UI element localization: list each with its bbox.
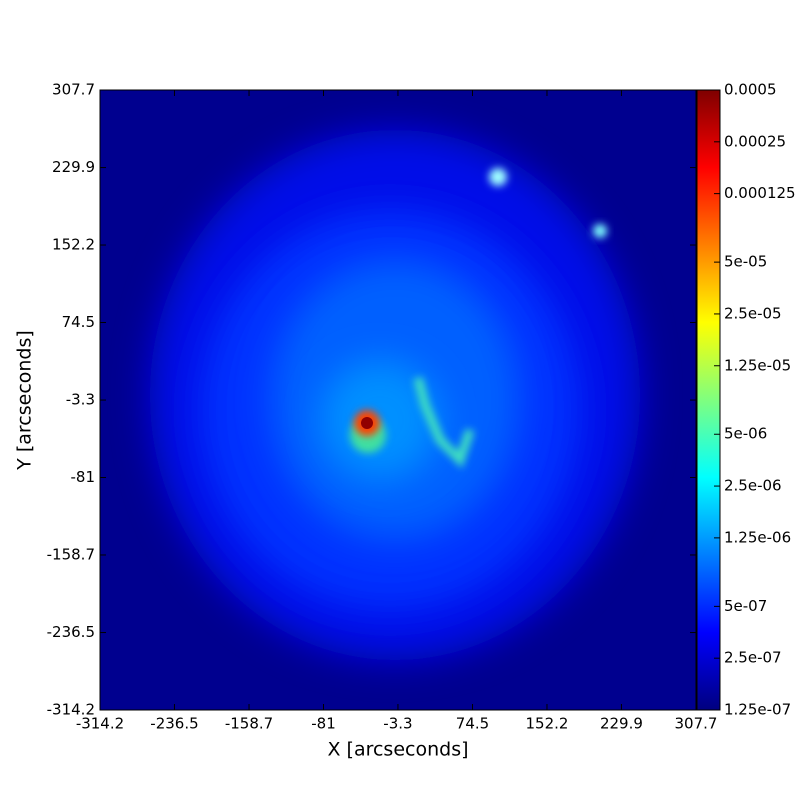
x-tick-label: -314.2 [76,715,124,733]
colorbar-tick-label: 5e-05 [724,253,767,271]
x-tick-label: -81 [311,715,336,733]
x-tick-label: 307.7 [675,715,718,733]
colorbar-tick-label: 5e-07 [724,597,767,615]
y-tick-label: -236.5 [47,623,95,641]
y-tick-label: -81 [71,468,96,486]
x-tick-label: -158.7 [225,715,273,733]
y-tick-label: -3.3 [66,391,95,409]
y-tick-label: 307.7 [52,81,95,99]
colorbar-tick-label: 2.5e-05 [724,304,782,322]
colorbar-tick-label: 1.25e-05 [724,356,791,374]
y-axis-label: Y [arcseconds] [14,330,36,471]
image [100,90,696,710]
x-tick-label: 74.5 [456,715,489,733]
x-tick-label: 229.9 [600,715,643,733]
colorbar [696,89,721,711]
colorbar-tick-label: 0.0005 [724,81,777,99]
colorbar-tick-label: 1.25e-06 [724,528,791,546]
colorbar-tick-label: 5e-06 [724,425,767,443]
y-tick-label: 152.2 [52,236,95,254]
colorbar-tick-label: 0.000125 [724,184,796,202]
y-tick-label: -158.7 [47,545,95,563]
x-tick-label: -236.5 [150,715,198,733]
y-tick-label: 74.5 [62,313,95,331]
y-tick-label: 229.9 [52,158,95,176]
x-tick-label: -3.3 [383,715,412,733]
y-tick-label: -314.2 [47,701,95,719]
colorbar-tick-label: 1.25e-07 [724,701,791,719]
x-axis-label: X [arcseconds] [327,739,468,761]
colorbar-tick-label: 0.00025 [724,132,786,150]
x-tick-label: 152.2 [525,715,568,733]
colorbar-tick-label: 2.5e-07 [724,649,782,667]
colorbar-tick-label: 2.5e-06 [724,477,782,495]
